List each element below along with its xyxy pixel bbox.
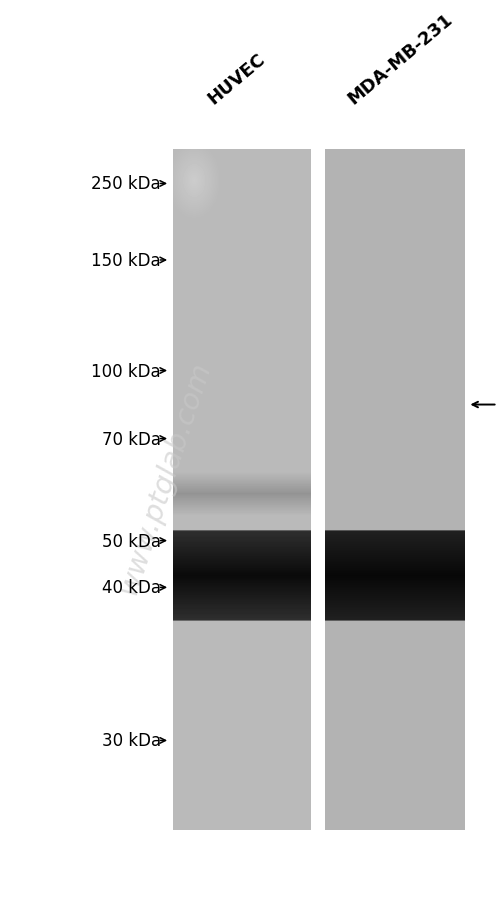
Text: MDA-MB-231: MDA-MB-231 <box>344 10 456 108</box>
Text: www.ptglab.com: www.ptglab.com <box>114 357 216 597</box>
Text: 150 kDa: 150 kDa <box>92 252 161 270</box>
Text: 30 kDa: 30 kDa <box>102 732 161 750</box>
Text: 70 kDa: 70 kDa <box>102 430 161 448</box>
Text: 250 kDa: 250 kDa <box>92 175 161 193</box>
Text: 50 kDa: 50 kDa <box>102 532 161 550</box>
Text: HUVEC: HUVEC <box>204 50 268 108</box>
Text: 40 kDa: 40 kDa <box>102 579 161 597</box>
Text: 100 kDa: 100 kDa <box>92 362 161 380</box>
